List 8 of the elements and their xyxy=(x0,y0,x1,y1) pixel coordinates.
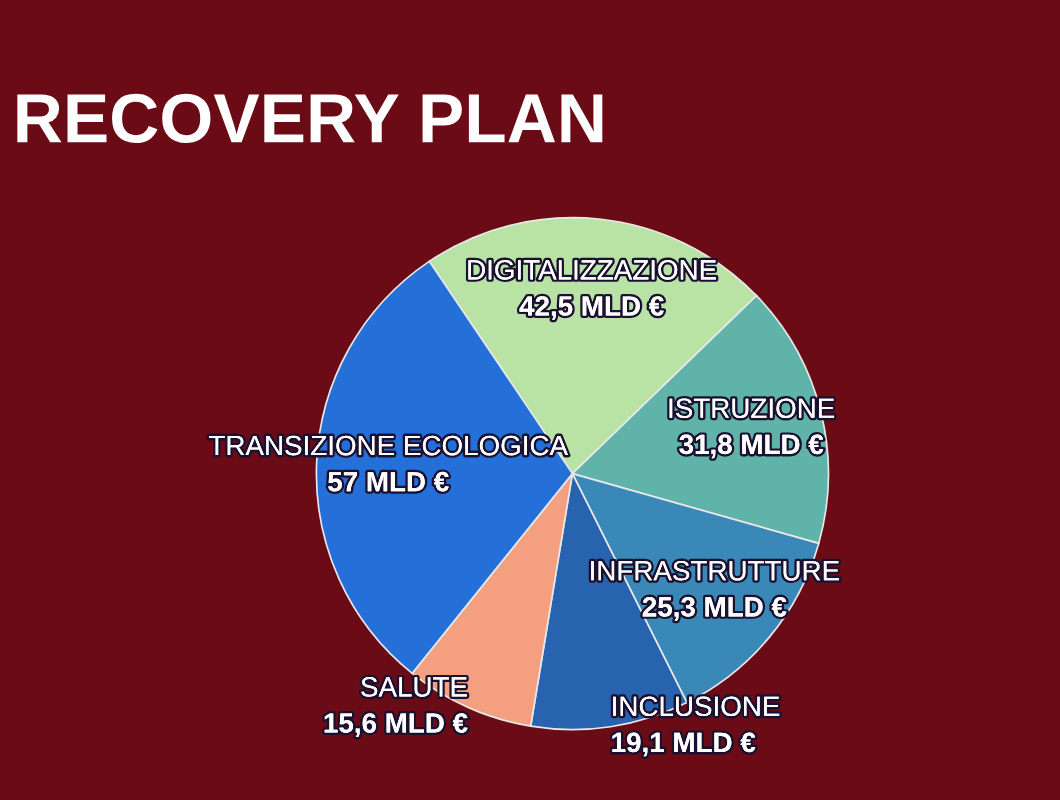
data-label: 42,5 MLD € xyxy=(519,296,664,320)
chart-title: RECOVERY PLAN xyxy=(17,93,603,144)
data-label: 15,6 MLD € xyxy=(324,713,468,737)
data-label: 57 MLD € xyxy=(328,471,449,492)
data-label: 25,3 MLD € xyxy=(642,597,787,621)
slice-label: DIGITALIZZAZIONE xyxy=(468,260,716,280)
data-label: 31,8 MLD € xyxy=(679,434,824,459)
data-label: 19,1 MLD € xyxy=(612,732,756,757)
